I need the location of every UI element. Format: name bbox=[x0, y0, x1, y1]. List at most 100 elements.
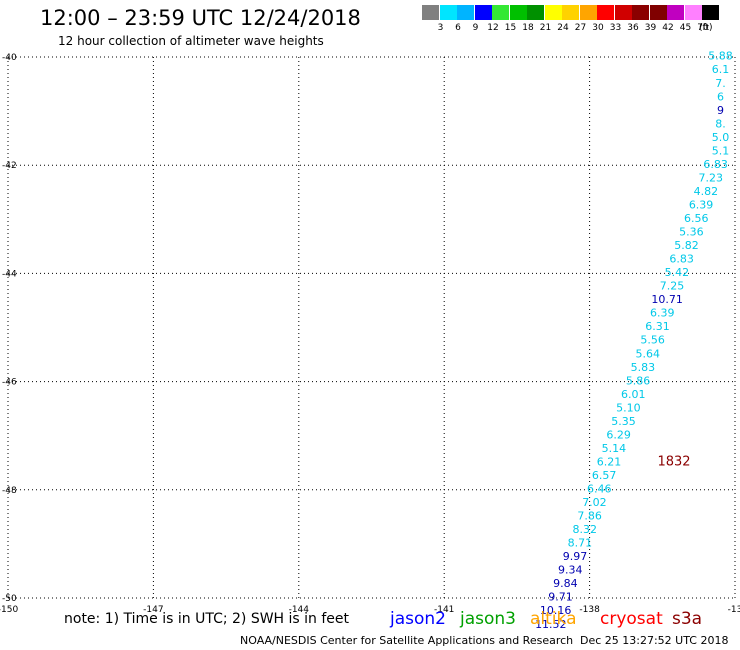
wave-height-point: 6.29 bbox=[606, 428, 631, 441]
x-tick-label: -144 bbox=[289, 605, 310, 615]
legend-label: 18 bbox=[522, 23, 534, 33]
satellite-label-altika: altika bbox=[530, 609, 577, 629]
x-tick-label: -138 bbox=[579, 605, 600, 615]
legend-label: 21 bbox=[539, 23, 552, 33]
wave-height-point: 5.1 bbox=[712, 144, 730, 157]
x-tick-label: -147 bbox=[143, 605, 163, 615]
wave-height-point: 5.42 bbox=[665, 266, 690, 279]
legend-swatch bbox=[632, 5, 649, 20]
y-tick-label: -40 bbox=[2, 53, 17, 63]
wave-height-point: 6.31 bbox=[645, 320, 670, 333]
legend-label: 15 bbox=[504, 23, 517, 33]
y-tick-label: -50 bbox=[2, 594, 17, 604]
wave-height-point: 5.88 bbox=[708, 50, 733, 63]
legend-swatch bbox=[457, 5, 474, 20]
wave-height-point: 5.0 bbox=[712, 131, 730, 144]
legend-swatch bbox=[439, 5, 457, 20]
legend-label: 6 bbox=[455, 23, 461, 33]
legend-swatch bbox=[702, 5, 719, 20]
legend-swatch bbox=[667, 5, 684, 20]
wave-height-point: 6.21 bbox=[597, 455, 622, 468]
wave-height-point: 11.52 bbox=[535, 618, 567, 631]
legend-label: 12 bbox=[487, 23, 499, 33]
wave-height-point: 6.1 bbox=[712, 63, 730, 76]
wave-height-point: 10.71 bbox=[651, 293, 683, 306]
wave-height-point: 7.86 bbox=[577, 510, 602, 523]
x-tick-label: -13 bbox=[728, 605, 740, 615]
wave-height-point: 6.39 bbox=[689, 198, 714, 211]
chart-title: 12:00 – 23:59 UTC 12/24/2018 bbox=[40, 6, 361, 30]
wave-height-point: 6.01 bbox=[621, 388, 646, 401]
satellite-label-cryosat: cryosat bbox=[600, 609, 663, 629]
legend-label: 9 bbox=[472, 23, 479, 33]
y-tick-label: -42 bbox=[2, 161, 17, 171]
wave-height-point: 5.56 bbox=[640, 334, 665, 347]
wave-height-point: 9.97 bbox=[563, 550, 588, 563]
legend-label: 30 bbox=[592, 23, 604, 33]
wave-height-point: 9 bbox=[717, 104, 724, 117]
wave-height-point: 5.10 bbox=[616, 401, 641, 414]
legend-swatch bbox=[492, 5, 509, 20]
wave-height-point: 6.39 bbox=[650, 307, 675, 320]
wave-height-point: 8.32 bbox=[573, 523, 598, 536]
wave-height-point: 4.82 bbox=[694, 185, 719, 198]
legend-swatch bbox=[527, 5, 544, 20]
wave-height-point: 6 bbox=[717, 90, 724, 103]
generated-timestamp: Dec 25 13:27:52 UTC 2018 bbox=[580, 634, 729, 647]
wave-height-point: 7. bbox=[715, 77, 726, 90]
legend-label: 45 bbox=[679, 23, 692, 33]
wave-height-point: 6.83 bbox=[669, 253, 694, 266]
wave-height-point: 6.46 bbox=[587, 483, 612, 496]
legend-swatch bbox=[579, 5, 597, 20]
time-annotation: 1832 bbox=[657, 454, 690, 469]
legend-swatch bbox=[544, 5, 562, 20]
legend-swatch bbox=[684, 5, 702, 20]
y-tick-label: -48 bbox=[2, 486, 17, 496]
wave-height-point: 7.25 bbox=[660, 280, 685, 293]
wave-height-point: 8. bbox=[715, 117, 726, 130]
wave-height-point: 8.71 bbox=[568, 537, 593, 550]
wave-height-point: 5.35 bbox=[611, 415, 636, 428]
wave-height-point: 10.16 bbox=[540, 604, 572, 617]
wave-height-point: 6.83 bbox=[703, 158, 728, 171]
wave-height-point: 5.83 bbox=[631, 361, 656, 374]
wave-height-point: 9.84 bbox=[553, 577, 578, 590]
x-tick-label: -141 bbox=[434, 605, 454, 615]
wave-height-point: 5.14 bbox=[602, 442, 627, 455]
satellite-label-jason3: jason3 bbox=[460, 609, 516, 629]
wave-height-point: 9.34 bbox=[558, 564, 583, 577]
legend-swatch bbox=[422, 5, 439, 20]
legend-swatch bbox=[474, 5, 492, 20]
legend-label: 39 bbox=[644, 23, 657, 33]
legend-swatch bbox=[562, 5, 579, 20]
legend-label: 70 bbox=[697, 23, 709, 33]
credit-line: NOAA/NESDIS Center for Satellite Applica… bbox=[240, 634, 574, 647]
legend-label: 3 bbox=[437, 23, 444, 33]
y-tick-label: -46 bbox=[2, 378, 17, 388]
wave-height-point: 7.02 bbox=[582, 496, 607, 509]
legend-swatch bbox=[509, 5, 527, 20]
legend-label: 24 bbox=[557, 23, 569, 33]
footnote: note: 1) Time is in UTC; 2) SWH is in fe… bbox=[64, 611, 350, 627]
legend-label: 42 bbox=[662, 23, 674, 33]
wave-height-point: 5.82 bbox=[674, 239, 699, 252]
legend-label: 33 bbox=[609, 23, 622, 33]
wave-height-point: 6.56 bbox=[684, 212, 709, 225]
wave-height-point: 5.86 bbox=[626, 374, 651, 387]
chart-subtitle: 12 hour collection of altimeter wave hei… bbox=[58, 34, 324, 48]
legend-unit: (ft) bbox=[699, 23, 713, 33]
legend-swatch bbox=[597, 5, 614, 20]
satellite-label-s3a: s3a bbox=[672, 609, 703, 629]
wave-height-point: 5.64 bbox=[636, 347, 661, 360]
legend-label: 36 bbox=[627, 23, 639, 33]
legend-swatch bbox=[649, 5, 667, 20]
legend-label: 27 bbox=[574, 23, 587, 33]
satellite-label-jason2: jason2 bbox=[390, 609, 446, 629]
wave-height-point: 6.57 bbox=[592, 469, 617, 482]
wave-height-point: 7.23 bbox=[699, 171, 724, 184]
wave-height-point: 9.71 bbox=[548, 591, 573, 604]
legend-swatch bbox=[614, 5, 632, 20]
x-tick-label: -150 bbox=[0, 605, 18, 615]
wave-height-point: 5.36 bbox=[679, 226, 704, 239]
